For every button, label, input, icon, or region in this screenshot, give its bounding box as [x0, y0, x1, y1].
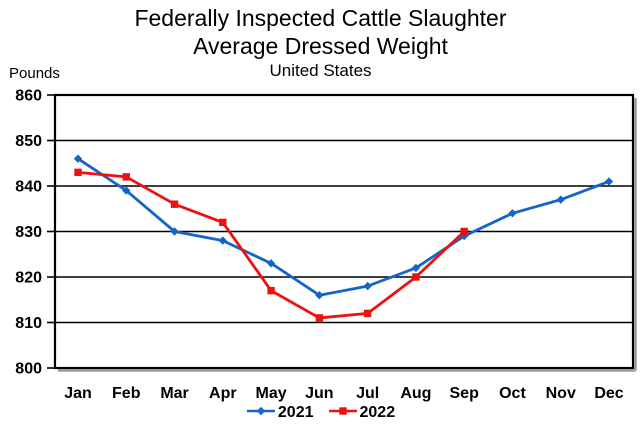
- line-square-marker-icon: [328, 404, 358, 422]
- series-2022: [74, 168, 468, 322]
- legend-label-2021: 2021: [277, 404, 314, 421]
- x-tick-label: Mar: [160, 385, 188, 402]
- x-tick-label: Jan: [64, 385, 92, 402]
- x-tick-label: Jun: [305, 385, 333, 402]
- chart-legend: 2021 2022: [0, 404, 641, 422]
- legend-item-2021: 2021: [246, 404, 314, 422]
- legend-label-2022: 2022: [359, 404, 396, 421]
- y-tick-label: 830: [15, 224, 42, 241]
- chart-title-line1: Federally Inspected Cattle Slaughter: [134, 5, 507, 31]
- y-tick-label: 860: [15, 88, 42, 105]
- x-tick-label: Apr: [209, 385, 237, 402]
- chart-title-line2: Average Dressed Weight: [193, 33, 448, 59]
- x-tick-label: Feb: [112, 385, 141, 402]
- legend-item-2022: 2022: [328, 404, 396, 422]
- series-2021: [73, 154, 614, 300]
- y-tick-label: 840: [15, 179, 42, 196]
- x-tick-label: Nov: [546, 385, 576, 402]
- x-tick-label: Dec: [594, 385, 623, 402]
- x-tick-label: Jul: [356, 385, 379, 402]
- y-tick-label: 820: [15, 270, 42, 287]
- y-axis-unit-label: Pounds: [9, 65, 60, 82]
- line-diamond-marker-icon: [246, 404, 276, 422]
- chart-title-block: Federally Inspected Cattle Slaughter Ave…: [0, 4, 641, 81]
- x-tick-label: Sep: [450, 385, 480, 402]
- x-tick-label: May: [256, 385, 287, 402]
- x-tick-label: Aug: [400, 385, 431, 402]
- y-tick-label: 850: [15, 133, 42, 150]
- chart-subtitle: United States: [269, 61, 372, 80]
- x-tick-label: Oct: [499, 385, 526, 402]
- y-tick-label: 810: [15, 315, 42, 332]
- y-tick-label: 800: [15, 361, 42, 378]
